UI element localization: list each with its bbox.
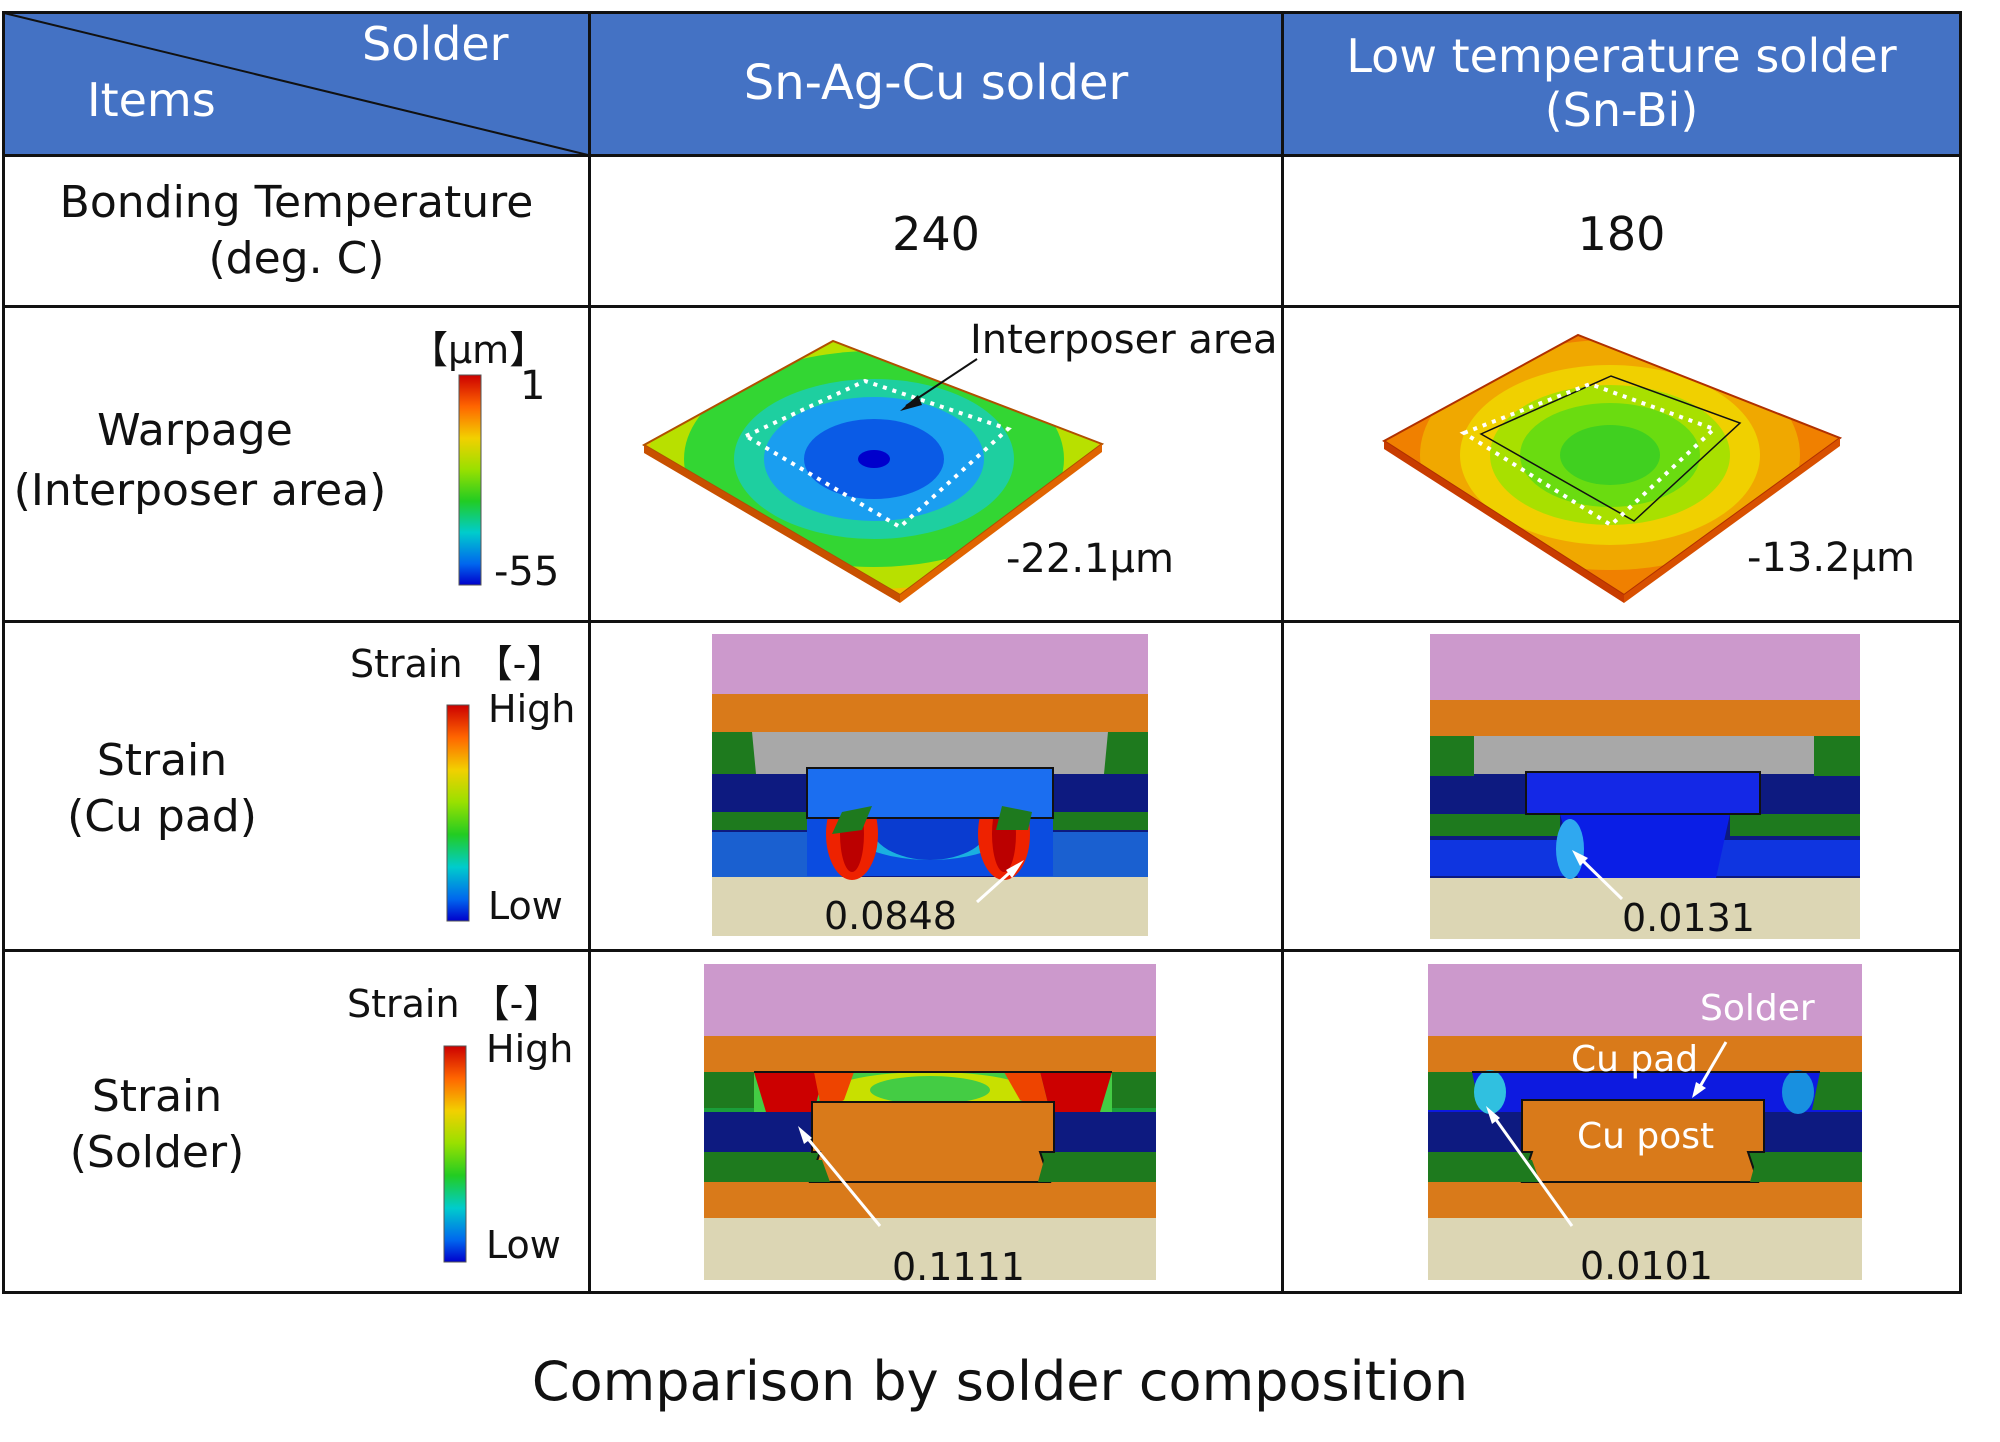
table-border-left [2, 11, 5, 1294]
strain-cupad-low: Low [488, 884, 563, 928]
strain-cupad-snbi-section [1430, 634, 1860, 939]
strain-cupad-high: High [488, 687, 576, 731]
strain-solder-low: Low [486, 1223, 561, 1267]
strain-solder-color-scale [443, 1045, 467, 1263]
table-border-top [2, 11, 1962, 14]
figure-caption: Comparison by solder composition [531, 1350, 1469, 1413]
column-divider-2 [1281, 11, 1284, 1294]
strain-cupad-label: Strain [96, 735, 228, 786]
label-cu-pad: Cu pad [1571, 1039, 1699, 1080]
warpage-snbi-value: -13.2μm [1747, 535, 1915, 581]
strain-solder-snbi-value: 0.0101 [1580, 1244, 1713, 1288]
column-divider-1 [588, 11, 591, 1294]
strain-solder-sublabel: (Solder) [69, 1127, 245, 1178]
row-divider-1 [2, 154, 1962, 157]
bonding-temp-unit: (deg. C) [208, 233, 385, 284]
warpage-color-scale [458, 374, 482, 586]
warpage-sac-value: -22.1μm [1006, 536, 1174, 582]
warpage-unit: 【μm】 [410, 328, 548, 372]
strain-cupad-unit: Strain 【-】 [350, 642, 565, 686]
strain-cupad-sac-value: 0.0848 [824, 894, 957, 938]
header-low-temp-solder: Low temperature solder [1346, 29, 1897, 83]
warpage-scale-min: -55 [494, 549, 560, 595]
row-divider-3 [2, 620, 1962, 623]
warpage-snbi-plot [1382, 333, 1843, 603]
row-divider-2 [2, 305, 1962, 308]
interposer-callout-arrow [900, 358, 978, 411]
strain-solder-high: High [486, 1027, 574, 1071]
table-border-right [1959, 11, 1962, 1294]
header-sac-solder: Sn-Ag-Cu solder [743, 55, 1129, 111]
corner-diagonal [3, 12, 589, 156]
strain-cupad-snbi-value: 0.0131 [1622, 896, 1755, 940]
warpage-sublabel: (Interposer area) [13, 465, 387, 516]
warpage-interposer-callout: Interposer area [970, 317, 1278, 363]
corner-items-label: Items [87, 73, 216, 127]
header-sn-bi: (Sn-Bi) [1544, 83, 1699, 137]
strain-solder-sac-section [704, 964, 1156, 1280]
label-solder: Solder [1700, 988, 1815, 1029]
strain-solder-snbi-section [1428, 964, 1862, 1280]
strain-solder-sac-value: 0.1111 [892, 1245, 1025, 1289]
warpage-label: Warpage [97, 405, 293, 456]
bonding-temp-label: Bonding Temperature [59, 177, 534, 228]
bonding-temp-snbi: 180 [1577, 207, 1666, 261]
corner-solder-label: Solder [362, 17, 509, 71]
strain-cupad-sublabel: (Cu pad) [67, 791, 257, 842]
row-divider-4 [2, 949, 1962, 952]
strain-solder-unit: Strain 【-】 [347, 982, 562, 1026]
strain-cupad-sac-section [712, 634, 1148, 936]
comparison-table: Solder Items Sn-Ag-Cu solder Low tempera… [2, 11, 1962, 1294]
strain-cupad-color-scale [446, 704, 470, 922]
warpage-sac-plot [641, 339, 1105, 603]
table-border-bottom [2, 1291, 1962, 1294]
label-cu-post: Cu post [1577, 1116, 1715, 1157]
strain-solder-label: Strain [91, 1071, 223, 1122]
header-row [2, 11, 1962, 155]
bonding-temp-sac: 240 [892, 207, 980, 261]
warpage-scale-max: 1 [520, 363, 546, 409]
